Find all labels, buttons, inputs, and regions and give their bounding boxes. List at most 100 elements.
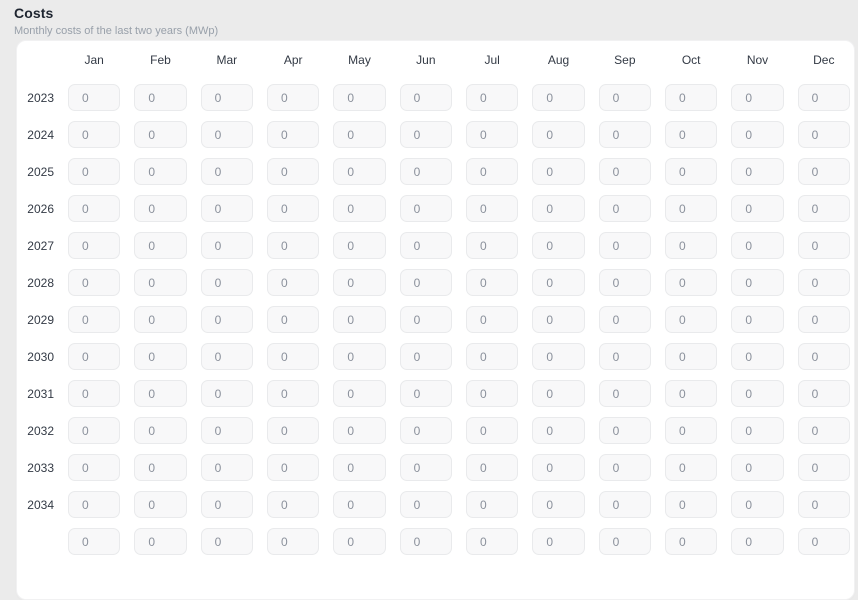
cost-input-2032-dec[interactable] bbox=[797, 417, 850, 444]
cost-input-2027-nov[interactable] bbox=[731, 232, 784, 259]
cost-input-2026-nov[interactable] bbox=[731, 195, 784, 222]
cost-input-2032-jan[interactable] bbox=[68, 417, 121, 444]
cost-input-2031-feb[interactable] bbox=[134, 380, 187, 407]
cost-input-2033-oct[interactable] bbox=[664, 454, 718, 481]
cost-input-2029-oct[interactable] bbox=[664, 306, 718, 333]
cost-input-2024-feb[interactable] bbox=[134, 121, 187, 148]
cost-input-2029-jan[interactable] bbox=[68, 306, 121, 333]
cost-input-2028-oct[interactable] bbox=[664, 269, 718, 296]
cost-input-2031-mar[interactable] bbox=[200, 380, 253, 407]
cost-input-2031-dec[interactable] bbox=[797, 380, 850, 407]
cost-input-2029-jul[interactable] bbox=[465, 306, 519, 333]
cost-input-2033-jul[interactable] bbox=[465, 454, 519, 481]
cost-input-2025-jun[interactable] bbox=[399, 158, 452, 185]
cost-input-2024-jul[interactable] bbox=[465, 121, 519, 148]
cost-input-2031-nov[interactable] bbox=[731, 380, 784, 407]
cost-input-2029-nov[interactable] bbox=[731, 306, 784, 333]
cost-input-2028-dec[interactable] bbox=[797, 269, 850, 296]
cost-input-2023-may[interactable] bbox=[333, 84, 386, 111]
cost-input-2024-sep[interactable] bbox=[598, 121, 651, 148]
cost-input-2029-apr[interactable] bbox=[266, 306, 320, 333]
cost-input-2023-apr[interactable] bbox=[266, 84, 320, 111]
cost-input-2032-jun[interactable] bbox=[399, 417, 452, 444]
cost-input-2027-aug[interactable] bbox=[532, 232, 585, 259]
cost-input-next-sep[interactable] bbox=[598, 528, 651, 555]
cost-input-2034-jan[interactable] bbox=[68, 491, 121, 518]
cost-input-2026-jul[interactable] bbox=[465, 195, 519, 222]
cost-input-2034-jun[interactable] bbox=[399, 491, 452, 518]
cost-input-2025-nov[interactable] bbox=[731, 158, 784, 185]
cost-input-2029-aug[interactable] bbox=[532, 306, 585, 333]
cost-input-2027-oct[interactable] bbox=[664, 232, 718, 259]
cost-input-2030-oct[interactable] bbox=[664, 343, 718, 370]
cost-input-2029-sep[interactable] bbox=[598, 306, 651, 333]
cost-input-2032-apr[interactable] bbox=[266, 417, 320, 444]
cost-input-2027-sep[interactable] bbox=[598, 232, 651, 259]
cost-input-2034-sep[interactable] bbox=[598, 491, 651, 518]
cost-input-2025-feb[interactable] bbox=[134, 158, 187, 185]
cost-input-2033-dec[interactable] bbox=[797, 454, 850, 481]
cost-input-2024-jan[interactable] bbox=[68, 121, 121, 148]
cost-input-2033-apr[interactable] bbox=[266, 454, 320, 481]
cost-input-2027-mar[interactable] bbox=[200, 232, 253, 259]
cost-input-2030-mar[interactable] bbox=[200, 343, 253, 370]
cost-input-2024-mar[interactable] bbox=[200, 121, 253, 148]
cost-input-2032-mar[interactable] bbox=[200, 417, 253, 444]
cost-input-2023-mar[interactable] bbox=[200, 84, 253, 111]
cost-input-2029-jun[interactable] bbox=[399, 306, 452, 333]
cost-input-2033-sep[interactable] bbox=[598, 454, 651, 481]
cost-input-2027-apr[interactable] bbox=[266, 232, 320, 259]
cost-input-2034-mar[interactable] bbox=[200, 491, 253, 518]
cost-input-next-mar[interactable] bbox=[200, 528, 253, 555]
cost-input-2030-jul[interactable] bbox=[465, 343, 519, 370]
cost-input-2034-may[interactable] bbox=[333, 491, 386, 518]
cost-input-2023-oct[interactable] bbox=[664, 84, 718, 111]
cost-input-2033-aug[interactable] bbox=[532, 454, 585, 481]
cost-input-2030-jan[interactable] bbox=[68, 343, 121, 370]
cost-input-2025-mar[interactable] bbox=[200, 158, 253, 185]
cost-input-2027-feb[interactable] bbox=[134, 232, 187, 259]
cost-input-2029-dec[interactable] bbox=[797, 306, 850, 333]
cost-input-2023-dec[interactable] bbox=[797, 84, 850, 111]
cost-input-2028-jan[interactable] bbox=[68, 269, 121, 296]
cost-input-2024-may[interactable] bbox=[333, 121, 386, 148]
cost-input-2034-oct[interactable] bbox=[664, 491, 718, 518]
cost-input-2031-aug[interactable] bbox=[532, 380, 585, 407]
cost-input-2027-dec[interactable] bbox=[797, 232, 850, 259]
cost-input-2031-sep[interactable] bbox=[598, 380, 651, 407]
cost-input-next-oct[interactable] bbox=[664, 528, 718, 555]
cost-input-2031-apr[interactable] bbox=[266, 380, 320, 407]
cost-input-2032-feb[interactable] bbox=[134, 417, 187, 444]
cost-input-2028-sep[interactable] bbox=[598, 269, 651, 296]
cost-input-next-jan[interactable] bbox=[68, 528, 121, 555]
cost-input-2026-aug[interactable] bbox=[532, 195, 585, 222]
cost-input-2033-feb[interactable] bbox=[134, 454, 187, 481]
cost-input-2028-mar[interactable] bbox=[200, 269, 253, 296]
cost-input-2026-feb[interactable] bbox=[134, 195, 187, 222]
cost-input-next-jun[interactable] bbox=[399, 528, 452, 555]
cost-input-2028-may[interactable] bbox=[333, 269, 386, 296]
cost-input-2023-jul[interactable] bbox=[465, 84, 519, 111]
cost-input-2028-jun[interactable] bbox=[399, 269, 452, 296]
cost-input-2030-jun[interactable] bbox=[399, 343, 452, 370]
cost-input-2030-may[interactable] bbox=[333, 343, 386, 370]
cost-input-next-feb[interactable] bbox=[134, 528, 187, 555]
cost-input-2033-mar[interactable] bbox=[200, 454, 253, 481]
cost-input-2027-jul[interactable] bbox=[465, 232, 519, 259]
cost-input-2031-oct[interactable] bbox=[664, 380, 718, 407]
cost-input-2030-nov[interactable] bbox=[731, 343, 784, 370]
cost-input-2026-dec[interactable] bbox=[797, 195, 850, 222]
cost-input-2033-jan[interactable] bbox=[68, 454, 121, 481]
cost-input-next-apr[interactable] bbox=[266, 528, 320, 555]
cost-input-2030-apr[interactable] bbox=[266, 343, 320, 370]
cost-input-2032-sep[interactable] bbox=[598, 417, 651, 444]
cost-input-2027-jun[interactable] bbox=[399, 232, 452, 259]
cost-input-2025-apr[interactable] bbox=[266, 158, 320, 185]
cost-input-2031-jun[interactable] bbox=[399, 380, 452, 407]
cost-input-2025-jan[interactable] bbox=[68, 158, 121, 185]
cost-input-2028-jul[interactable] bbox=[465, 269, 519, 296]
cost-input-2024-aug[interactable] bbox=[532, 121, 585, 148]
cost-input-2023-nov[interactable] bbox=[731, 84, 784, 111]
cost-input-next-aug[interactable] bbox=[532, 528, 585, 555]
cost-input-2030-aug[interactable] bbox=[532, 343, 585, 370]
